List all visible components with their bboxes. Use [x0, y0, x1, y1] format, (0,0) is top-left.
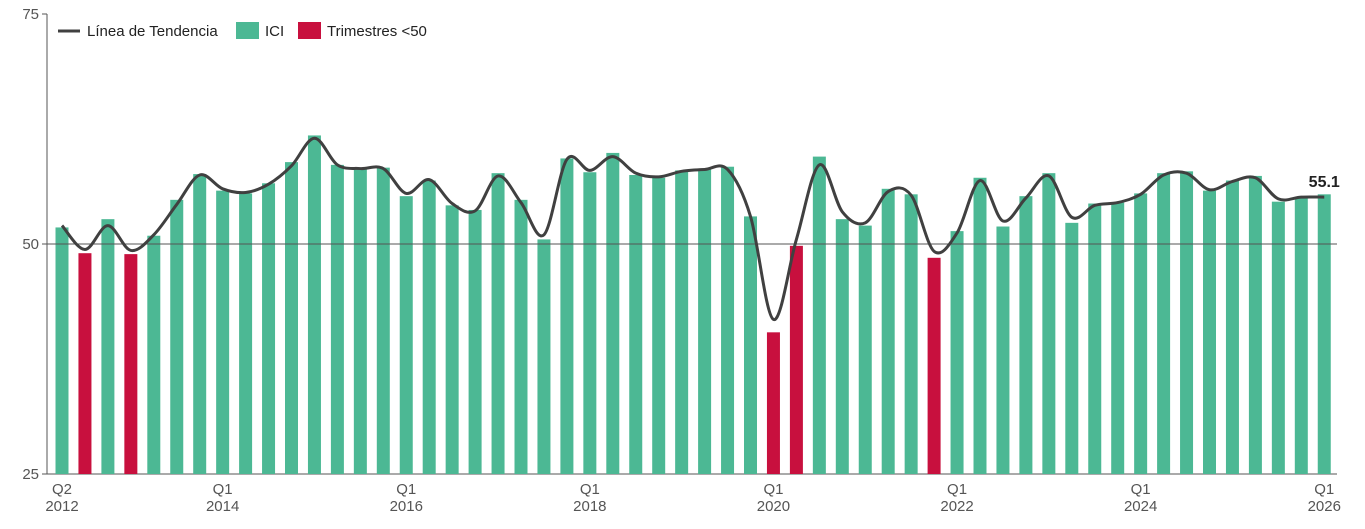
bar-ici [1042, 173, 1056, 474]
bar-ici [1088, 203, 1102, 474]
bar-ici [170, 199, 184, 474]
bar-ici [1271, 201, 1285, 474]
bar-ici [491, 173, 505, 474]
x-tick-year: 2024 [1124, 498, 1157, 515]
bar-ici [744, 216, 757, 474]
y-tick-label: 25 [22, 466, 39, 483]
bar-ici [330, 164, 344, 474]
bar-ici [835, 219, 849, 474]
bar-ici [216, 190, 230, 474]
bar-below-50 [789, 245, 803, 474]
x-tick-year: 2022 [940, 498, 973, 515]
x-tick-quarter: Q1 [1314, 481, 1334, 498]
bar-ici [675, 170, 689, 474]
bar-ici [1248, 175, 1262, 475]
y-tick-label: 75 [22, 6, 39, 23]
bar-below-50 [927, 257, 941, 474]
bar-ici [858, 225, 872, 474]
legend-label-trend: Línea de Tendencia [87, 23, 218, 40]
bar-ici [1225, 180, 1239, 474]
bar-ici [537, 239, 551, 474]
bar-ici [422, 180, 436, 474]
bar-ici [698, 169, 712, 475]
bar-ici [1065, 222, 1079, 474]
bar-ici [1317, 194, 1331, 474]
bar-ici [606, 152, 620, 475]
x-tick-quarter: Q1 [1131, 481, 1151, 498]
x-tick-year: 2014 [206, 498, 239, 515]
legend-label-ici: ICI [265, 23, 284, 40]
bar-ici [262, 183, 276, 474]
trend-line-path [60, 136, 1325, 321]
bar-ici [1203, 190, 1216, 474]
bar-ici [560, 158, 574, 474]
bar-ici [193, 174, 207, 474]
bar-ici [583, 172, 597, 475]
bar-ici [904, 194, 918, 474]
legend-label-below-50: Trimestres <50 [327, 23, 427, 40]
bar-ici [147, 235, 161, 474]
ici-bars [55, 135, 1331, 475]
bar-ici [514, 199, 528, 474]
x-tick-quarter: Q1 [213, 481, 233, 498]
bar-ici [1180, 171, 1194, 474]
x-tick-quarter: Q1 [763, 481, 783, 498]
legend-swatch-below-50 [298, 22, 321, 39]
trend-line [60, 136, 1325, 321]
bar-ici [973, 177, 987, 474]
bar-ici [1019, 196, 1033, 474]
bar-ici [239, 193, 253, 474]
x-tick-year: 2020 [757, 498, 790, 515]
bar-ici [101, 219, 115, 474]
bar-ici [307, 135, 321, 474]
bar-ici [721, 166, 735, 474]
legend-swatch-ici [236, 22, 259, 39]
chart-legend: Línea de Tendencia ICI Trimestres <50 [58, 22, 427, 40]
x-tick-year: 2016 [390, 498, 423, 515]
bar-ici [376, 167, 390, 474]
bar-ici [996, 226, 1010, 474]
bar-ici [652, 177, 666, 474]
x-tick-year: 2018 [573, 498, 606, 515]
bar-ici [353, 168, 367, 474]
x-tick-year: 2012 [45, 498, 78, 515]
bar-ici [399, 196, 413, 474]
last-value-label: 55.1 [1309, 174, 1340, 191]
bar-ici [445, 205, 459, 475]
x-tick-quarter: Q2 [52, 481, 72, 498]
x-tick-quarter: Q1 [947, 481, 967, 498]
x-tick-quarter: Q1 [396, 481, 416, 498]
bar-ici [1294, 197, 1308, 474]
bar-below-50 [78, 253, 92, 474]
x-tick-quarter: Q1 [580, 481, 600, 498]
bar-ici [55, 227, 69, 474]
bar-ici [468, 209, 482, 474]
x-tick-year: 2026 [1308, 498, 1341, 515]
chart-labels: Q22012Q12014Q12016Q12018Q12020Q12022Q120… [45, 174, 1341, 515]
bar-ici [1134, 193, 1148, 474]
y-tick-label: 50 [22, 236, 39, 253]
bar-ici [1157, 173, 1171, 474]
bar-below-50 [124, 254, 138, 474]
bar-ici [881, 188, 895, 475]
bar-ici [1111, 202, 1125, 474]
bar-below-50 [766, 332, 780, 474]
bar-ici [812, 156, 826, 474]
bar-ici [950, 231, 964, 474]
bar-ici [285, 162, 298, 474]
bar-ici [629, 175, 643, 474]
